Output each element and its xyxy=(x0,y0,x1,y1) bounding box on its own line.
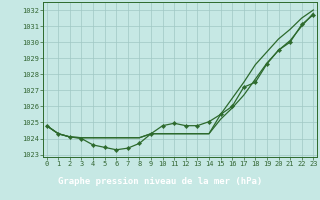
Text: Graphe pression niveau de la mer (hPa): Graphe pression niveau de la mer (hPa) xyxy=(58,178,262,186)
